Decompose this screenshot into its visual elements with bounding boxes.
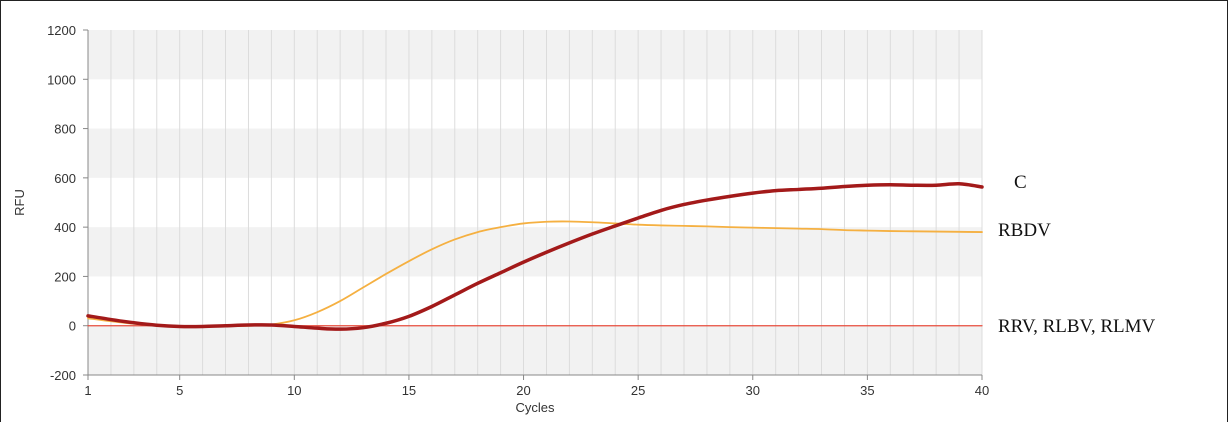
series-lines — [86, 181, 984, 331]
series-labels: C RBDV RRV, RLBV, RLMV — [998, 172, 1155, 337]
x-tick-label: 30 — [746, 383, 760, 398]
x-tick-label: 20 — [516, 383, 530, 398]
y-tick-label: 400 — [54, 220, 76, 235]
x-tick-label: 35 — [860, 383, 874, 398]
background-band — [88, 30, 982, 80]
y-tick-label: 0 — [69, 319, 76, 334]
x-tick-label: 10 — [287, 383, 301, 398]
y-axis-label: RFU — [12, 189, 27, 216]
y-tick-label: 200 — [54, 269, 76, 284]
x-tick-label: 5 — [176, 383, 183, 398]
x-tick-label: 15 — [402, 383, 416, 398]
y-tick-label: 600 — [54, 171, 76, 186]
x-tick-label: 25 — [631, 383, 645, 398]
x-tick-labels: 1 5 10 15 20 25 30 35 40 — [84, 375, 989, 398]
background-band — [88, 128, 982, 178]
background-band — [88, 227, 982, 277]
x-tick-label: 40 — [975, 383, 989, 398]
y-tick-label: 1000 — [47, 72, 76, 87]
series-label: RRV, RLBV, RLMV — [998, 316, 1155, 337]
series-label: RBDV — [998, 220, 1051, 241]
x-tick-label: 1 — [84, 383, 91, 398]
axes — [87, 30, 982, 376]
y-tick-label: 1200 — [47, 23, 76, 38]
series-line-c — [86, 181, 984, 331]
y-tick-labels: -200 0 200 400 600 800 1000 1200 — [47, 23, 88, 383]
series-label: C — [1014, 172, 1027, 193]
y-tick-label: 800 — [54, 122, 76, 137]
y-tick-label: -200 — [50, 368, 76, 383]
background-band — [88, 325, 982, 375]
background-bands — [88, 30, 982, 375]
x-axis-label: Cycles — [515, 400, 555, 415]
grid-lines — [87, 30, 983, 375]
